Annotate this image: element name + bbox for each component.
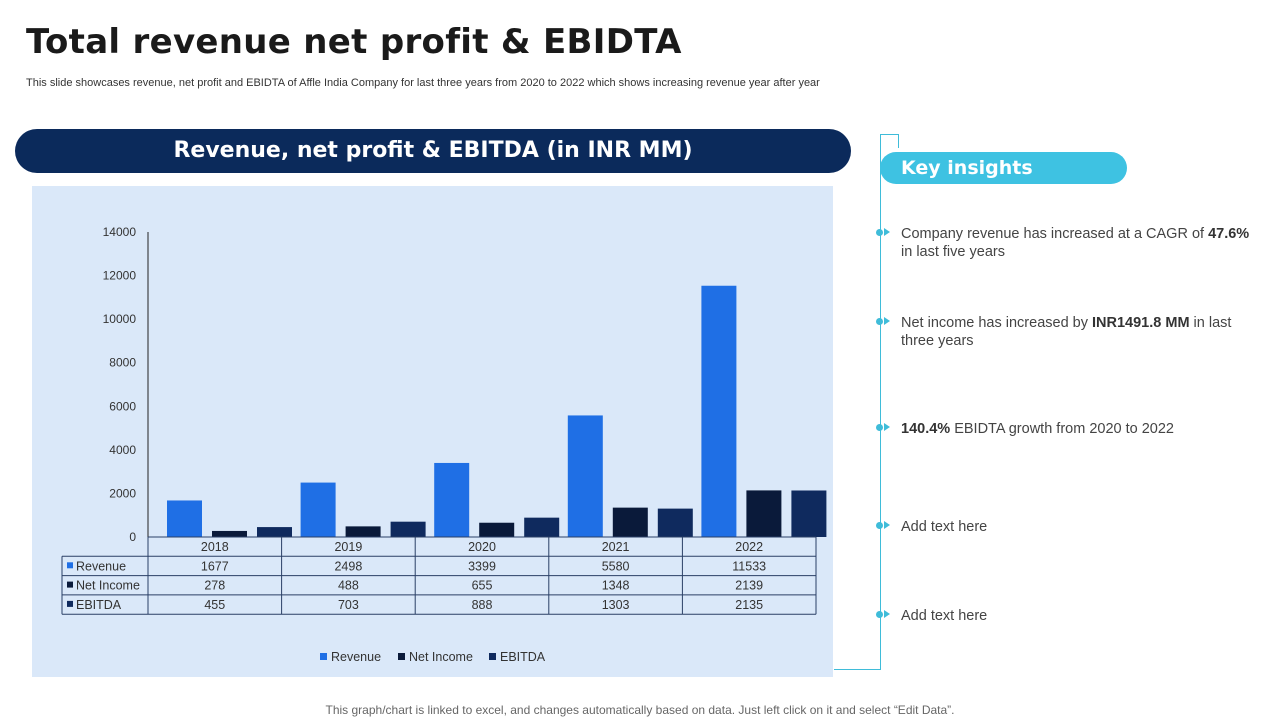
data-label: 1677 bbox=[201, 559, 229, 573]
data-label: 2498 bbox=[334, 559, 362, 573]
y-tick-label: 8000 bbox=[109, 356, 136, 370]
page-subtitle: This slide showcases revenue, net profit… bbox=[26, 77, 820, 89]
insight-text: 140.4% EBIDTA growth from 2020 to 2022 bbox=[901, 421, 1174, 437]
insight-text: Add text here bbox=[901, 519, 988, 535]
insight-text: Company revenue has increased at a CAGR … bbox=[901, 226, 1250, 260]
timeline-top-tick bbox=[898, 134, 899, 148]
footer-note: This graph/chart is linked to excel, and… bbox=[325, 703, 955, 717]
legend-key bbox=[489, 653, 496, 660]
bar-revenue bbox=[701, 285, 737, 537]
bar-net-income bbox=[479, 522, 515, 537]
bar-net-income bbox=[345, 526, 381, 537]
x-tick-label: 2021 bbox=[602, 540, 630, 554]
data-label: 488 bbox=[338, 579, 359, 593]
y-tick-label: 0 bbox=[129, 530, 136, 544]
page-title: Total revenue net profit & EBIDTA bbox=[26, 22, 682, 62]
data-label: 1303 bbox=[602, 598, 630, 612]
bar-revenue bbox=[167, 500, 202, 537]
timeline-top-line bbox=[880, 134, 899, 135]
data-label: 3399 bbox=[468, 559, 496, 573]
legend-label: EBITDA bbox=[500, 650, 546, 664]
insight-text: Net income has increased by INR1491.8 MM… bbox=[901, 315, 1232, 349]
bullet-dot-icon bbox=[876, 424, 883, 431]
table-legend-key bbox=[67, 581, 73, 588]
timeline-bottom-line bbox=[834, 669, 881, 670]
data-label: 1348 bbox=[602, 579, 630, 593]
bullet-arrow-icon bbox=[884, 228, 890, 236]
table-legend-key bbox=[67, 600, 73, 607]
bullet-arrow-icon bbox=[884, 610, 890, 618]
legend-key bbox=[320, 653, 327, 660]
key-insights-heading: Key insights bbox=[880, 152, 1127, 184]
y-tick-label: 6000 bbox=[109, 399, 136, 413]
bar-ebitda bbox=[524, 517, 560, 537]
bullet-dot-icon bbox=[876, 229, 883, 236]
table-series-label: Revenue bbox=[76, 559, 126, 573]
bar-revenue bbox=[300, 482, 336, 537]
data-label: 703 bbox=[338, 598, 359, 612]
bar-ebitda bbox=[791, 490, 827, 537]
bullet-arrow-icon bbox=[884, 317, 890, 325]
x-tick-label: 2019 bbox=[334, 540, 362, 554]
bullet-arrow-icon bbox=[884, 423, 890, 431]
table-series-label: Net Income bbox=[76, 579, 140, 593]
chart-panel[interactable]: 0 2000 4000 6000 8000 10000 12000 14000 2018 2019… bbox=[32, 186, 833, 677]
legend-label: Net Income bbox=[409, 650, 473, 664]
bar-revenue bbox=[434, 462, 470, 537]
data-label: 655 bbox=[472, 579, 493, 593]
data-label: 455 bbox=[204, 598, 225, 612]
x-tick-label: 2022 bbox=[735, 540, 763, 554]
y-tick-label: 4000 bbox=[109, 443, 136, 457]
y-tick-label: 2000 bbox=[109, 486, 136, 500]
bar-ebitda bbox=[390, 521, 426, 537]
y-tick-label: 10000 bbox=[103, 312, 137, 326]
bar-revenue bbox=[567, 415, 603, 537]
legend-label: Revenue bbox=[331, 650, 381, 664]
bar-ebitda bbox=[257, 527, 292, 537]
data-label: 2139 bbox=[735, 579, 763, 593]
data-label: 11533 bbox=[732, 559, 766, 573]
insight-text: Add text here bbox=[901, 608, 988, 624]
insights-timeline bbox=[880, 134, 881, 669]
data-label: 278 bbox=[204, 579, 225, 593]
legend-key bbox=[398, 653, 405, 660]
data-label: 888 bbox=[472, 598, 493, 612]
bar-ebitda bbox=[657, 508, 693, 537]
bar-net-income bbox=[746, 490, 782, 537]
data-label: 5580 bbox=[602, 559, 630, 573]
bar-net-income bbox=[612, 507, 648, 537]
bullet-dot-icon bbox=[876, 522, 883, 529]
x-tick-label: 2018 bbox=[201, 540, 229, 554]
bullet-dot-icon bbox=[876, 318, 883, 325]
chart-header: Revenue, net profit & EBITDA (in INR MM) bbox=[15, 129, 851, 173]
x-tick-label: 2020 bbox=[468, 540, 496, 554]
bar-chart[interactable]: 0 2000 4000 6000 8000 10000 12000 14000 2018 2019… bbox=[32, 186, 833, 677]
table-series-label: EBITDA bbox=[76, 598, 122, 612]
data-label: 2135 bbox=[735, 598, 763, 612]
y-tick-label: 12000 bbox=[103, 269, 137, 283]
table-legend-key bbox=[67, 562, 73, 569]
bullet-dot-icon bbox=[876, 611, 883, 618]
bar-net-income bbox=[212, 530, 247, 537]
y-tick-label: 14000 bbox=[103, 225, 137, 239]
bullet-arrow-icon bbox=[884, 521, 890, 529]
